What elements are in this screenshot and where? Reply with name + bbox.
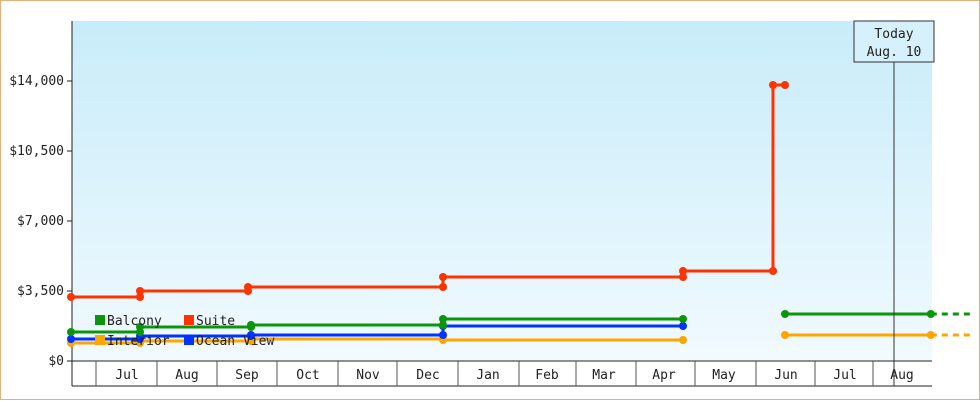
x-tick-label: Aug [890, 368, 913, 383]
data-point [67, 328, 75, 336]
y-axis: $0 $3,500 $7,000 $10,500 $14,000 [9, 21, 73, 386]
data-point [679, 336, 687, 344]
data-point [439, 331, 447, 339]
y-tick-label: $14,000 [9, 74, 64, 89]
x-tick-label: Apr [652, 368, 676, 383]
legend-swatch [184, 335, 194, 345]
x-tick-label: Jan [476, 368, 499, 383]
data-point [244, 283, 252, 291]
today-marker: Today Aug. 10 [853, 20, 935, 386]
x-tick-label: Sep [235, 368, 259, 383]
data-point [679, 273, 687, 281]
series-suite [67, 81, 789, 301]
data-point [439, 315, 447, 323]
series-layer [67, 81, 971, 347]
legend-label: Ocean View [196, 334, 274, 349]
y-tick-label: $7,000 [17, 214, 64, 229]
today-date: Aug. 10 [867, 45, 922, 60]
data-point [247, 321, 255, 329]
data-point [679, 322, 687, 330]
x-tick-label: Jun [774, 368, 797, 383]
data-point [247, 331, 255, 339]
legend-label: Balcony [107, 314, 162, 329]
today-label: Today [874, 27, 913, 42]
legend-label: Suite [196, 314, 235, 329]
data-point [136, 293, 144, 301]
y-tick-label: $3,500 [17, 284, 64, 299]
legend-swatch [95, 335, 105, 345]
legend-swatch [184, 315, 194, 325]
data-point [439, 273, 447, 281]
data-point [781, 310, 789, 318]
legend: Balcony Suite Interior Ocean View [95, 314, 274, 349]
data-point [439, 283, 447, 291]
legend-label: Interior [107, 334, 170, 349]
legend-swatch [95, 315, 105, 325]
data-point [136, 323, 144, 331]
data-point [679, 267, 687, 275]
x-tick-label: Nov [356, 368, 380, 383]
x-tick-label: May [712, 368, 736, 383]
x-tick-label: Feb [535, 368, 559, 383]
data-point [679, 315, 687, 323]
today-box [853, 20, 935, 63]
data-point [769, 81, 777, 89]
series-balcony [67, 310, 971, 336]
x-tick-label: Dec [416, 368, 439, 383]
data-point [439, 321, 447, 329]
x-axis-band: Jul Aug Sep Oct Nov Dec Jan Feb Mar Apr May Jun Jul A… [72, 360, 932, 387]
x-tick-label: Jul [115, 368, 138, 383]
x-tick-label: Jul [833, 368, 856, 383]
data-point [781, 81, 789, 89]
plot-background [72, 21, 932, 361]
data-point [67, 293, 75, 301]
data-point [781, 331, 789, 339]
data-point [67, 335, 75, 343]
x-tick-label: Oct [296, 368, 319, 383]
x-tick-label: Aug [175, 368, 198, 383]
data-point [136, 287, 144, 295]
y-tick-label: $10,500 [9, 144, 64, 159]
x-tick-label: Mar [592, 368, 616, 383]
data-point [769, 267, 777, 275]
y-tick-label: $0 [48, 354, 64, 369]
